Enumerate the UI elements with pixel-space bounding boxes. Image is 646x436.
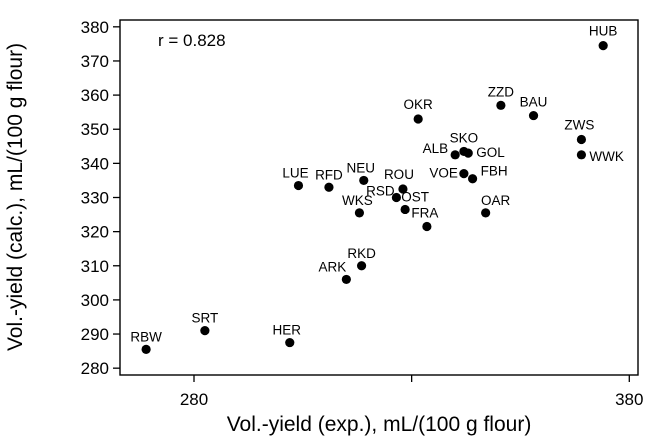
data-point (450, 150, 460, 160)
point-label: RBW (130, 329, 162, 344)
point-label: SKO (450, 130, 479, 145)
data-point (324, 182, 334, 192)
data-point (413, 114, 423, 124)
point-label: VOE (429, 166, 458, 181)
point-label: ARK (318, 259, 346, 274)
point-label: ROU (384, 167, 414, 182)
data-point (359, 175, 369, 186)
point-label: ZWS (564, 117, 594, 132)
data-point (285, 337, 295, 348)
data-point (463, 148, 473, 158)
point-label: WWK (589, 149, 624, 164)
y-tick-label: 320 (81, 223, 109, 242)
data-point (398, 184, 408, 194)
data-point (576, 134, 587, 145)
y-tick-label: 360 (81, 86, 109, 105)
point-label: BAU (520, 95, 548, 110)
data-point (400, 204, 410, 215)
point-label: LUE (282, 166, 308, 181)
data-point (200, 326, 210, 336)
y-tick-label: 290 (81, 325, 109, 344)
point-label: HER (273, 323, 302, 338)
data-point (354, 208, 365, 218)
tick-group: 280 290 300 310 320 330 340 350 360 370 380 280 380 (81, 18, 644, 409)
data-point (293, 180, 304, 191)
data-point (422, 221, 432, 232)
point-label: FBH (481, 164, 508, 179)
point-label: RKD (347, 246, 376, 261)
correlation-annotation: r = 0.828 (158, 31, 226, 50)
y-tick-label: 280 (81, 359, 109, 378)
point-label: RFD (315, 167, 343, 182)
y-tick-label: 300 (81, 291, 109, 310)
point-label: GOL (476, 145, 505, 160)
point-label: ZZD (488, 84, 514, 99)
x-tick-label: 280 (180, 390, 208, 409)
data-point (528, 110, 539, 121)
y-tick-label: 340 (81, 154, 109, 173)
x-axis-label: Vol.-yield (exp.), mL/(100 g flour) (227, 413, 532, 436)
data-point (341, 274, 351, 285)
point-label: OAR (481, 193, 511, 208)
point-label: NEU (347, 160, 376, 175)
data-point (467, 174, 478, 184)
point-label: OKR (404, 97, 434, 112)
data-point (481, 208, 491, 218)
data-point (496, 100, 506, 110)
point-label: FRA (411, 206, 438, 221)
y-tick-label: 350 (81, 120, 109, 139)
data-point (141, 344, 151, 354)
point-label: OST (401, 189, 429, 204)
point-label: SRT (191, 311, 218, 326)
data-point (356, 261, 367, 271)
point-label: HUB (589, 24, 618, 39)
y-axis-label: Vol.-yield (calc.), mL/(100 g flour) (4, 43, 27, 351)
point-label: RSD (366, 184, 395, 199)
y-tick-label: 330 (81, 189, 109, 208)
data-point (576, 150, 587, 160)
point-label: ALB (423, 141, 449, 156)
data-point (459, 169, 469, 179)
data-point (598, 41, 608, 51)
y-tick-label: 370 (81, 52, 109, 71)
y-tick-label: 380 (81, 18, 109, 37)
point-label: WKS (342, 193, 373, 208)
x-tick-label: 380 (615, 390, 643, 409)
data-point (391, 192, 402, 203)
y-tick-label: 310 (81, 257, 109, 276)
